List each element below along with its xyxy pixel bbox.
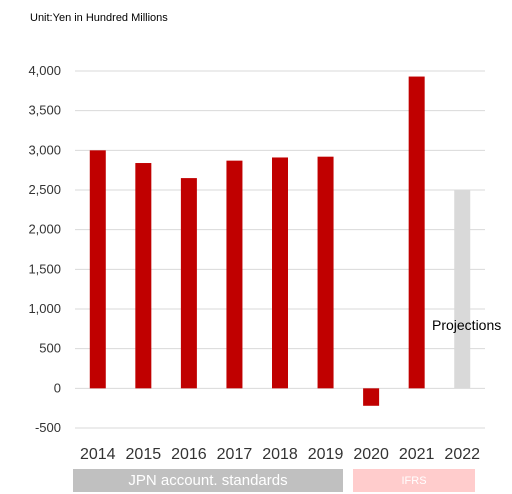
projections-annotation: Projections <box>432 317 502 333</box>
bar-2021 <box>408 76 425 389</box>
bar-2016 <box>180 178 197 389</box>
y-tick-label: 2,000 <box>28 222 61 237</box>
x-tick-label: 2020 <box>353 446 389 463</box>
bar-2019 <box>317 156 334 389</box>
x-tick-label: 2015 <box>126 446 162 463</box>
x-tick-label: 2017 <box>217 446 253 463</box>
x-tick-label: 2022 <box>444 446 480 463</box>
y-tick-label: 3,500 <box>28 103 61 118</box>
bar-2015 <box>135 163 152 389</box>
x-tick-label: 2021 <box>399 446 435 463</box>
x-tick-label: 2018 <box>262 446 298 463</box>
ifrs-band: IFRS <box>353 469 475 492</box>
bar-2020 <box>363 388 380 406</box>
y-axis-ticks: -500 0 500 1,000 1,500 2,000 2,500 3,000 3,500 4,… <box>28 63 61 435</box>
unit-label: Unit:Yen in Hundred Millions <box>30 12 168 24</box>
x-tick-label: 2014 <box>80 446 116 463</box>
bar-2014 <box>89 150 106 389</box>
y-tick-label: 1,500 <box>28 261 61 276</box>
bar-projection <box>454 190 471 389</box>
y-tick-label: 0 <box>54 380 61 395</box>
y-tick-label: 2,500 <box>28 182 61 197</box>
y-tick-label: 4,000 <box>28 63 61 78</box>
y-tick-label: 1,000 <box>28 301 61 316</box>
y-tick-label: 3,000 <box>28 142 61 157</box>
bar-2018 <box>272 157 288 389</box>
x-tick-label: 2019 <box>308 446 344 463</box>
y-tick-label: 500 <box>39 341 61 356</box>
x-tick-label: 2016 <box>171 446 207 463</box>
y-tick-label: -500 <box>35 420 61 435</box>
jpn-standards-band: JPN account. standards <box>73 469 343 492</box>
bar-2017 <box>226 160 243 389</box>
bars <box>89 76 471 406</box>
x-axis-ticks: 2014 2015 2016 2017 2018 2019 2020 2021 2022 <box>80 446 480 463</box>
